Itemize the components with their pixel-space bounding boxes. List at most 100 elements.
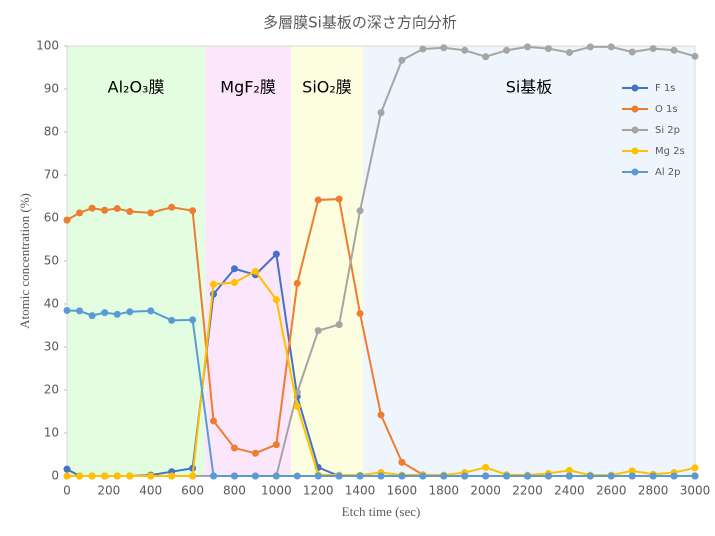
data-point [113,205,121,213]
data-point [607,472,615,480]
data-point [272,296,280,304]
data-point [101,472,109,480]
x-tick-label: 400 [139,484,162,498]
data-point [293,472,301,480]
x-tick-label: 2000 [470,484,501,498]
y-tick-label: 10 [44,426,59,440]
legend-label: Mg 2s [655,146,685,157]
y-tick-label: 80 [44,125,59,139]
data-point [461,46,469,54]
x-axis-title: Etch time (sec) [342,504,421,519]
x-tick-label: 2400 [554,484,585,498]
data-point [88,472,96,480]
data-point [649,472,657,480]
data-point [398,458,406,466]
data-point [419,472,427,480]
data-point [482,53,490,61]
x-tick-label: 1800 [429,484,460,498]
data-point [503,46,511,54]
x-tick-label: 1400 [345,484,376,498]
data-point [565,472,573,480]
legend-marker [631,147,639,155]
data-point [189,316,197,324]
data-point [251,267,259,275]
data-point [230,265,238,273]
data-point [251,472,259,480]
data-point [189,207,197,215]
data-point [649,45,657,53]
x-tick-label: 200 [97,484,120,498]
data-point [461,472,469,480]
y-tick-label: 90 [44,82,59,96]
data-point [482,463,490,471]
data-point [293,402,301,410]
data-point [356,207,364,215]
data-point [628,472,636,480]
region-label: SiO₂膜 [302,78,352,97]
region-label: MgF₂膜 [220,78,276,97]
data-point [314,196,322,204]
data-point [76,307,84,315]
data-point [628,467,636,475]
data-point [230,472,238,480]
data-point [544,472,552,480]
data-point [63,465,71,473]
legend-marker [631,105,639,113]
region-label: Al₂O₃膜 [108,78,165,97]
y-tick-label: 0 [51,469,59,483]
data-point [628,48,636,56]
data-point [398,472,406,480]
data-point [565,48,573,56]
legend-marker [631,168,639,176]
y-tick-label: 60 [44,211,59,225]
legend-marker [631,126,639,134]
data-point [272,472,280,480]
data-point [691,472,699,480]
y-tick-label: 30 [44,340,59,354]
x-tick-label: 2800 [638,484,669,498]
data-point [670,46,678,54]
data-point [113,472,121,480]
data-point [377,109,385,117]
data-point [607,43,615,51]
x-tick-label: 2600 [596,484,627,498]
data-point [314,472,322,480]
data-point [63,472,71,480]
chart-title: 多層膜Si基板の深さ方向分析 [263,14,457,32]
data-point [147,472,155,480]
y-tick-label: 70 [44,168,59,182]
data-point [210,472,218,480]
y-tick-label: 50 [44,254,59,268]
data-point [586,43,594,51]
data-point [168,203,176,211]
region-label: Si基板 [506,78,553,97]
data-point [88,312,96,320]
data-point [356,472,364,480]
data-point [398,56,406,64]
legend-label: F 1s [655,83,676,94]
data-point [230,279,238,286]
data-point [272,250,280,258]
data-point [335,321,343,329]
x-tick-label: 3000 [680,484,711,498]
data-point [63,306,71,314]
data-point [377,411,385,419]
data-point [691,52,699,60]
data-point [440,472,448,480]
data-point [314,327,322,335]
data-point [168,472,176,480]
data-point [126,472,134,480]
data-point [565,466,573,474]
y-tick-label: 20 [44,383,59,397]
x-tick-label: 1200 [303,484,334,498]
data-point [76,472,84,480]
region [67,46,206,476]
legend-label: Al 2p [655,167,681,178]
data-point [293,279,301,287]
data-point [230,444,238,452]
data-point [524,43,532,51]
data-point [251,449,259,457]
data-point [88,204,96,212]
x-tick-label: 600 [181,484,204,498]
legend-label: Si 2p [655,125,680,136]
